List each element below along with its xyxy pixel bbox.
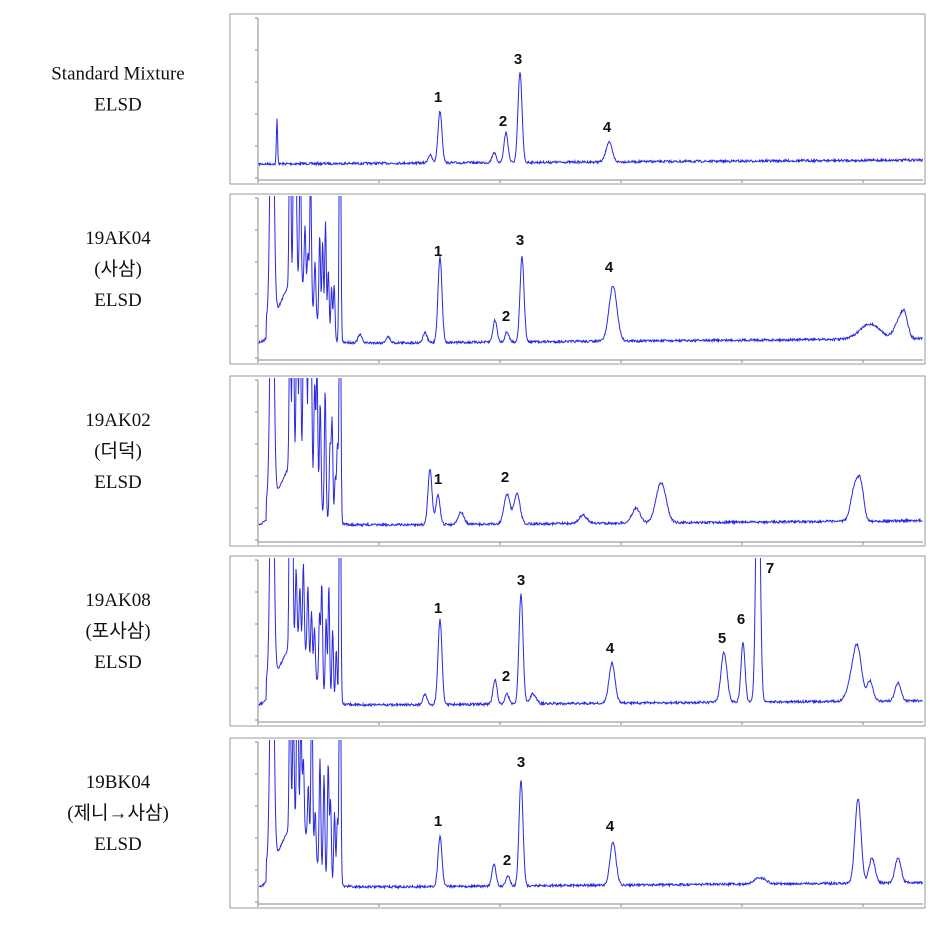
peak-label: 2 (503, 852, 511, 869)
panel: 1 2 3 4 19AK04 (사삼) ELSD (85, 193, 926, 365)
peak-label: 4 (606, 640, 615, 657)
sample-label: 19BK04 (86, 772, 151, 793)
panel: 1 2 3 4 Standard Mixture ELSD (51, 13, 926, 185)
plot-frame (229, 193, 926, 365)
sample-label: 19AK02 (85, 410, 150, 431)
peak-label: 1 (434, 813, 442, 830)
peak-label: 1 (434, 243, 442, 260)
sample-label: 19AK04 (85, 228, 151, 249)
chromatogram-trace (258, 196, 923, 346)
peak-label: 4 (605, 259, 614, 276)
chromatogram-trace (258, 72, 923, 167)
peak-label: 2 (502, 308, 510, 325)
peak-label: 3 (514, 51, 522, 68)
sample-label: ELSD (94, 95, 142, 116)
chromatogram-trace (258, 558, 923, 708)
peak-label: 7 (766, 560, 774, 577)
peak-label: 4 (606, 818, 615, 835)
sample-label: ELSD (94, 834, 142, 855)
panel: 1 2 3 4 19BK04 (제니→사삼) ELSD (67, 737, 926, 909)
peak-label: 3 (517, 754, 525, 771)
peak-label: 2 (502, 668, 510, 685)
sample-label: (사삼) (94, 258, 142, 280)
plot-frame (229, 737, 926, 909)
panel: 1 2 19AK02 (더덕) ELSD (85, 375, 926, 547)
chromatogram-trace (258, 378, 923, 528)
peak-label: 2 (501, 469, 509, 486)
sample-label: 19AK08 (85, 590, 150, 611)
sample-label: (더덕) (94, 440, 142, 462)
peak-label: 1 (434, 89, 442, 106)
panel: 1 2 3 4 56 7 19AK08 (포사삼) ELSD (85, 555, 926, 727)
sample-label: (포사삼) (85, 620, 150, 642)
sample-label: ELSD (94, 652, 142, 673)
peak-label: 1 (434, 600, 442, 617)
sample-label: Standard Mixture (51, 64, 185, 85)
peak-label: 3 (517, 572, 525, 589)
peak-label: 6 (737, 611, 745, 628)
peak-label: 3 (516, 232, 524, 249)
plot-frame (229, 375, 926, 547)
sample-label: ELSD (94, 290, 142, 311)
plot-frame (229, 13, 926, 185)
peak-label: 2 (499, 113, 507, 130)
peak-label: 1 (434, 471, 442, 488)
peak-label: 5 (718, 630, 726, 647)
plot-frame (229, 555, 926, 727)
chromatogram-trace (258, 740, 923, 890)
peak-label: 4 (603, 119, 612, 136)
sample-label: (제니→사삼) (67, 802, 169, 824)
sample-label: ELSD (94, 472, 142, 493)
